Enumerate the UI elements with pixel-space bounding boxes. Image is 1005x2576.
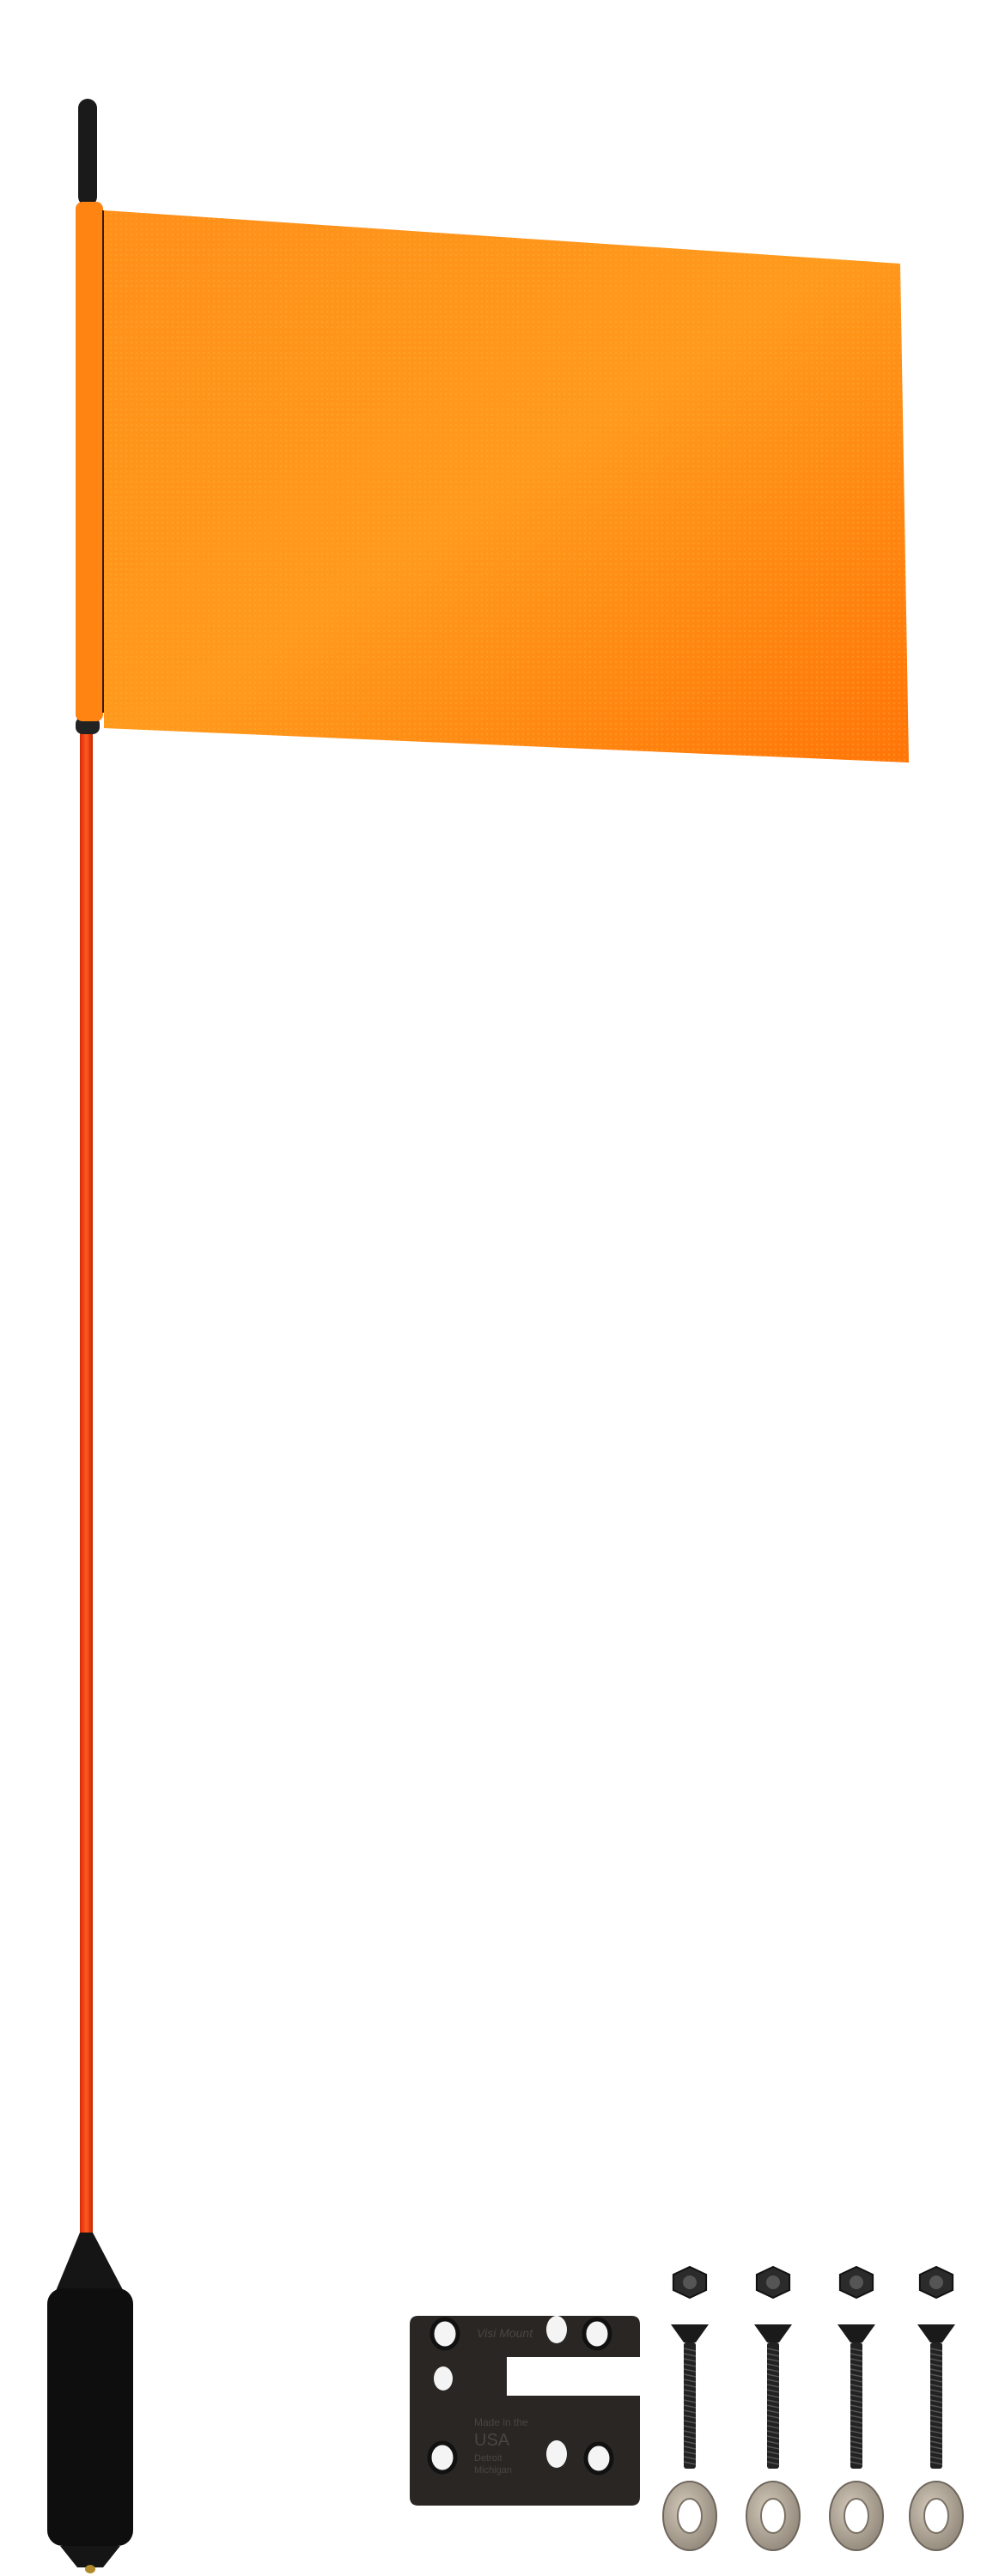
orange-flag bbox=[76, 202, 909, 762]
flag-pole bbox=[76, 99, 100, 2241]
plate-text-line1: Made in the bbox=[474, 2416, 528, 2428]
plate-text-line2: USA bbox=[474, 2431, 510, 2450]
handle-grip bbox=[47, 2288, 133, 2546]
flat-head-bolt bbox=[671, 2324, 709, 2342]
plate-text-line3: Detroit bbox=[474, 2453, 502, 2464]
plate-logo-text: Visi Mount bbox=[477, 2326, 533, 2340]
flat-head-bolt bbox=[754, 2324, 792, 2342]
hardware-set bbox=[662, 2265, 964, 2551]
handle-end-screw bbox=[85, 2565, 95, 2573]
pole-tip-cap bbox=[78, 99, 97, 206]
flat-head-bolt bbox=[917, 2324, 955, 2342]
foam-handle bbox=[47, 2233, 133, 2573]
flag-sleeve bbox=[76, 202, 103, 721]
mounting-plate: Visi Mount Made in the USA Detroit Michi… bbox=[410, 2316, 640, 2506]
pole-shaft bbox=[80, 721, 93, 2241]
flat-head-bolt bbox=[838, 2324, 875, 2342]
plate-text-line4: Michigan bbox=[474, 2465, 512, 2476]
handle-taper bbox=[52, 2233, 129, 2301]
